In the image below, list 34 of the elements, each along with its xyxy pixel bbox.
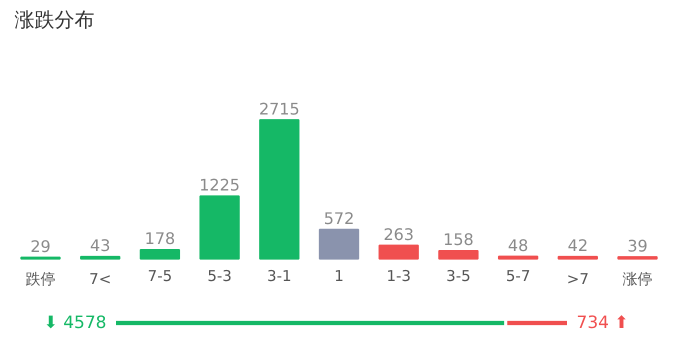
bar xyxy=(438,250,479,260)
bar xyxy=(259,119,300,260)
x-tick-label: 跌停 xyxy=(26,270,56,288)
bar xyxy=(140,248,180,260)
data-label: 1225 xyxy=(199,176,240,195)
x-tick-label: 涨停 xyxy=(622,270,653,288)
chart-title: 涨跌分布 xyxy=(14,8,94,32)
data-label: 2715 xyxy=(258,99,300,118)
data-label: 178 xyxy=(144,229,176,248)
data-label: 43 xyxy=(90,236,110,256)
data-label: 263 xyxy=(383,224,414,244)
x-tick-label: 3-5 xyxy=(446,266,471,285)
data-label: 39 xyxy=(627,236,648,256)
x-tick-label: 1 xyxy=(334,266,344,285)
bar xyxy=(80,256,120,260)
x-tick-label: 7< xyxy=(89,270,112,288)
bar xyxy=(558,256,598,260)
bar xyxy=(498,256,538,260)
data-label: 734 ⬆ xyxy=(576,313,629,333)
data-label: 48 xyxy=(508,236,528,255)
data-label: 29 xyxy=(30,236,51,256)
bar xyxy=(318,228,360,260)
x-tick-label: 5-3 xyxy=(207,266,232,285)
x-tick-label: 7-5 xyxy=(148,266,172,285)
x-tick-label: 3-1 xyxy=(267,266,292,285)
data-label: 572 xyxy=(324,208,354,228)
data-label: ⬇ 4578 xyxy=(44,313,107,333)
data-label: 158 xyxy=(443,230,474,250)
data-label: 42 xyxy=(568,236,588,256)
x-tick-label: >7 xyxy=(566,270,589,288)
bar xyxy=(199,195,240,260)
x-tick-label: 5-7 xyxy=(506,266,530,285)
x-tick-label: 1-3 xyxy=(386,266,411,285)
bar xyxy=(378,244,419,260)
